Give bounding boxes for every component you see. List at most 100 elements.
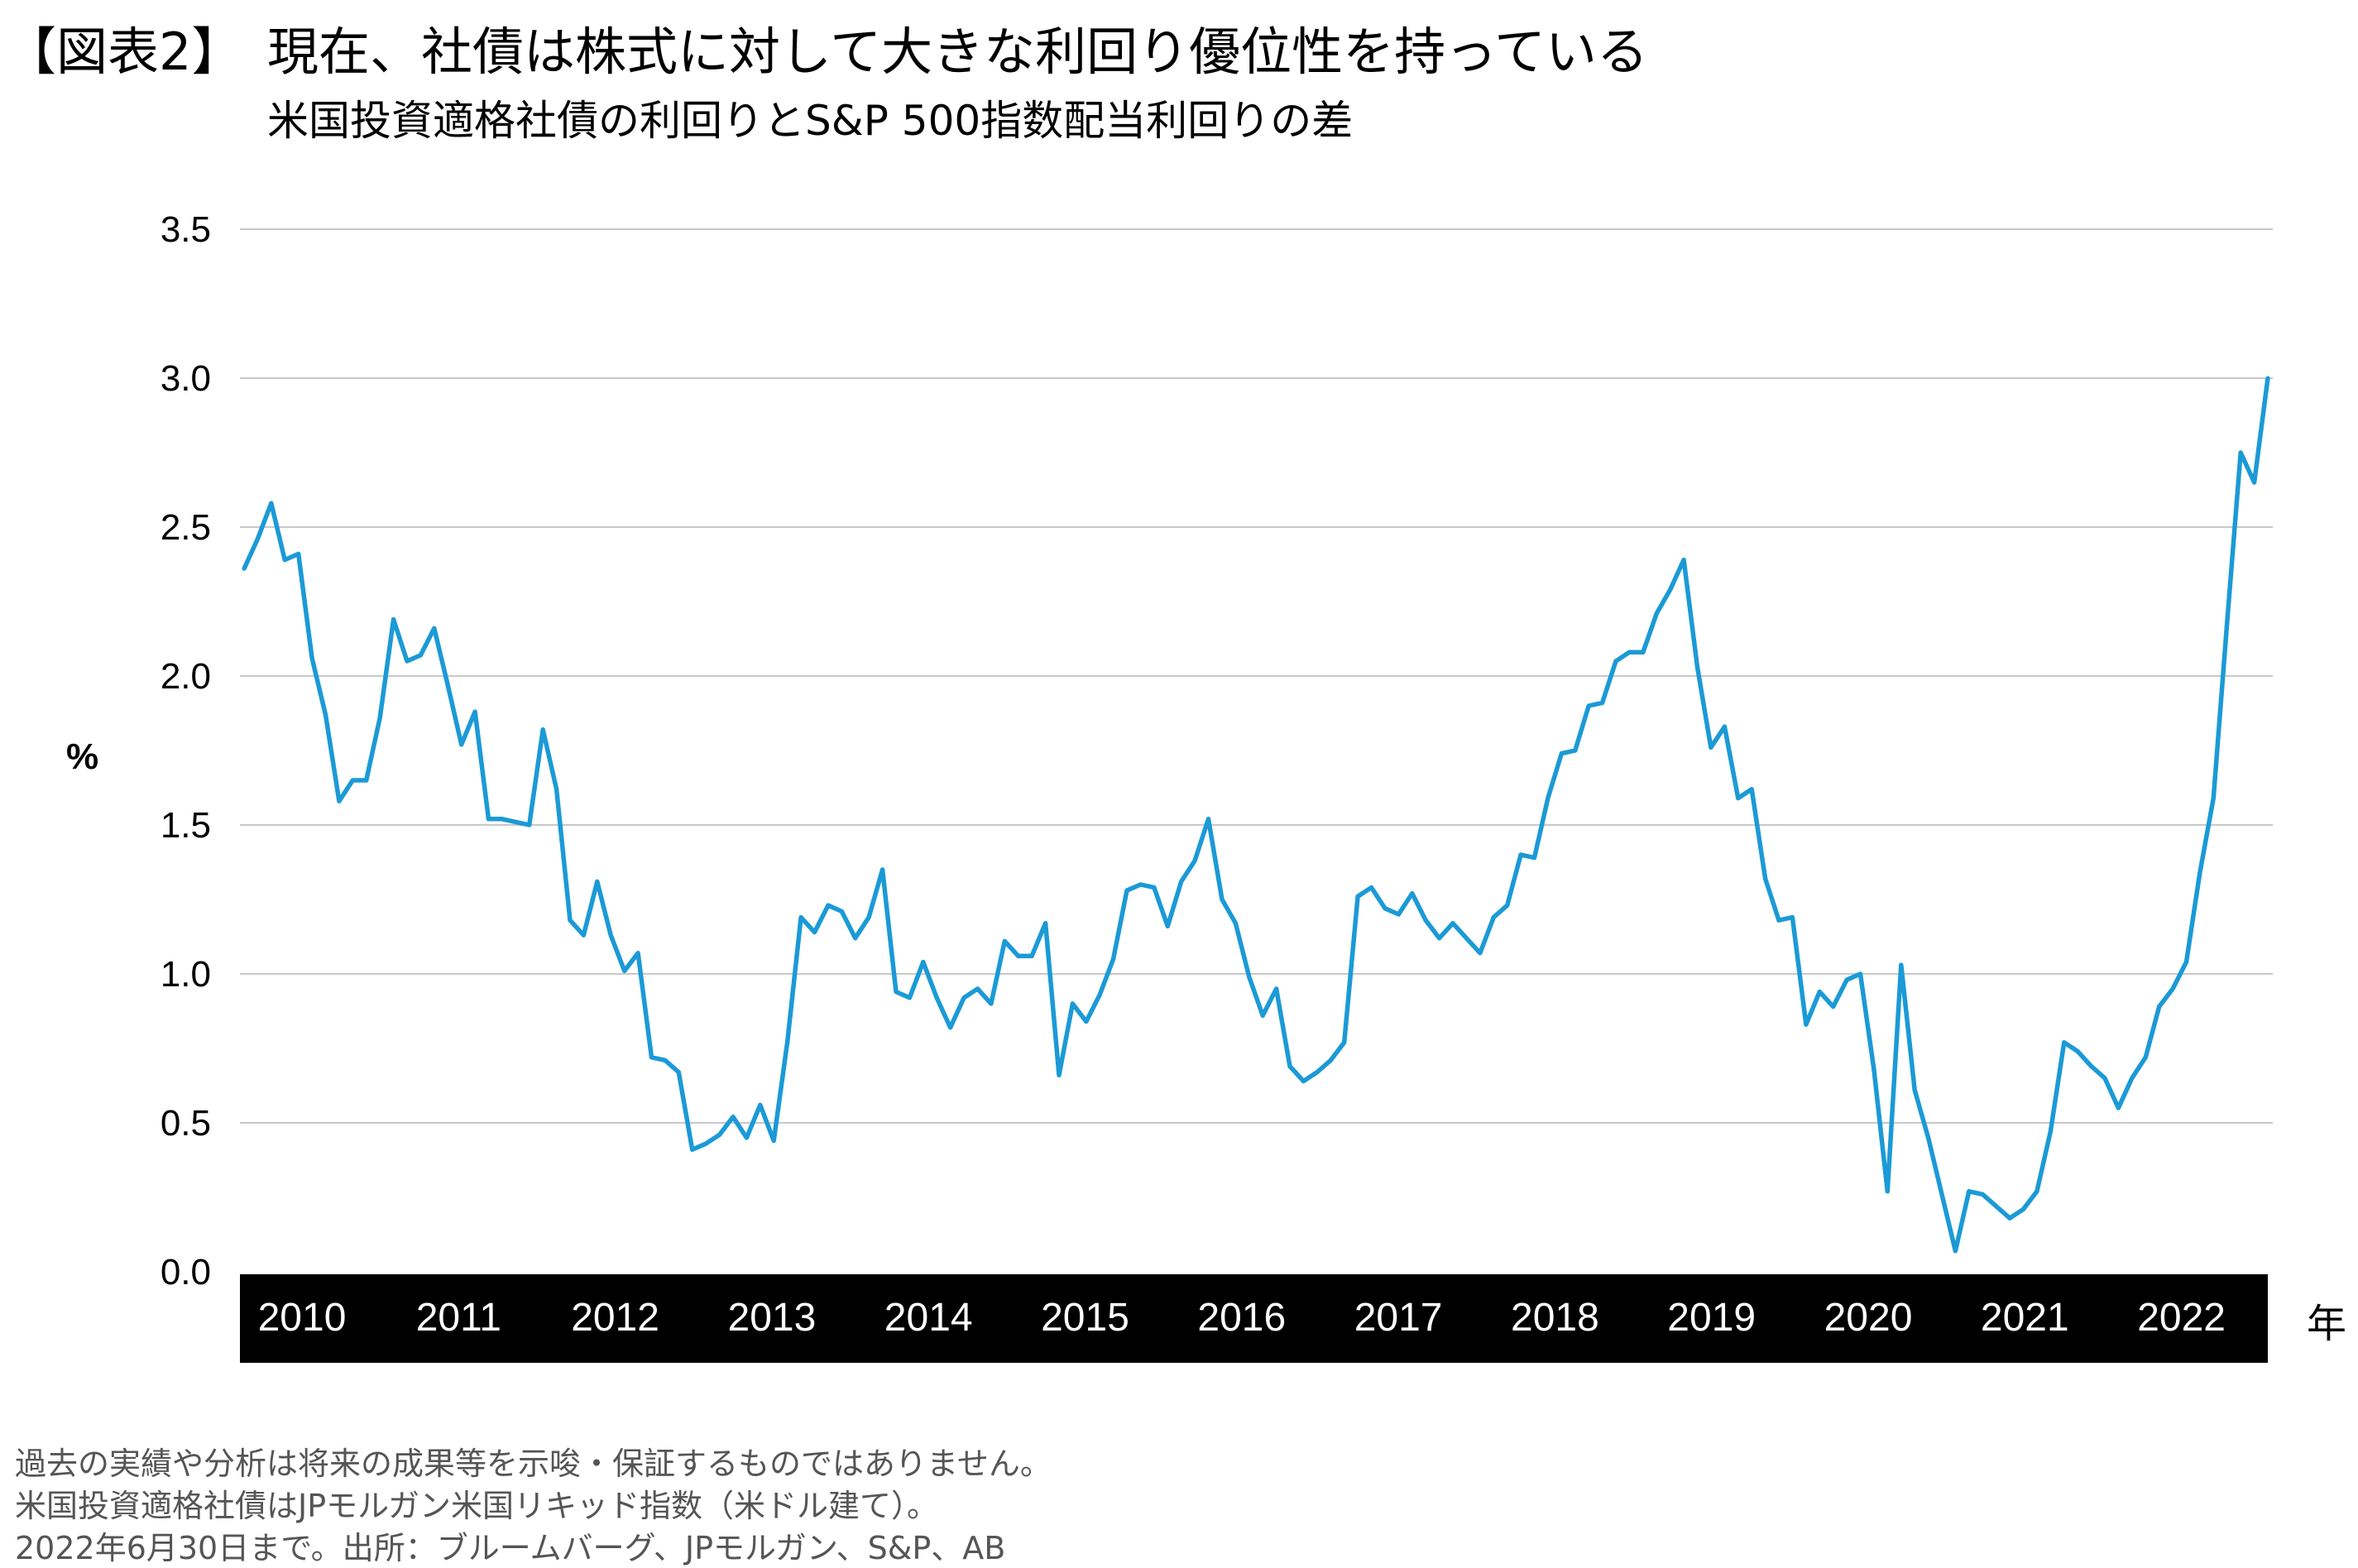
data-point [2130, 1076, 2135, 1081]
footnote-source: 2022年6月30日まで。出所：ブルームバーグ、JPモルガン、S&P、AB [15, 1530, 1006, 1566]
chart-title: 現在、社債は株式に対して大きな利回り優位性を持っている [267, 22, 1649, 82]
data-point [744, 1135, 749, 1140]
data-point [2034, 1189, 2039, 1194]
data-point [581, 933, 586, 937]
data-point [622, 968, 627, 973]
data-point [1749, 787, 1754, 792]
data-point [948, 1025, 953, 1030]
x-tick-label: 2019 [1667, 1296, 1756, 1340]
data-point [1450, 921, 1455, 926]
data-point [676, 1070, 681, 1075]
y-tick-label: 1.5 [161, 805, 211, 846]
data-point [1165, 923, 1170, 928]
x-axis-unit: 年 [2307, 1301, 2347, 1347]
data-point [1301, 1079, 1306, 1084]
data-point [269, 501, 274, 506]
figure-label: 【図表2】 [5, 22, 243, 82]
data-point [866, 915, 871, 920]
data-point [1532, 856, 1537, 861]
data-point [1763, 876, 1768, 881]
footnote-disclaimer: 過去の実績や分析は将来の成果等を示唆・保証するものではありません。 [15, 1446, 1052, 1482]
data-point [418, 653, 423, 658]
x-tick-label: 2018 [1511, 1296, 1599, 1340]
footnote-index: 米国投資適格社債はJPモルガン米国リキッド指数（米ドル建て）。 [15, 1488, 938, 1524]
y-tick-label: 0.0 [161, 1252, 211, 1292]
x-tick-label: 2014 [884, 1296, 973, 1340]
chart-subtitle: 米国投資適格社債の利回りとS&P 500指数配当利回りの差 [267, 97, 1354, 145]
data-point [758, 1102, 763, 1107]
data-point [1274, 986, 1279, 991]
data-point [2265, 376, 2270, 381]
data-point [2225, 620, 2230, 625]
x-tick-label: 2011 [416, 1296, 501, 1340]
data-point [1899, 962, 1904, 967]
data-point [1776, 918, 1781, 923]
x-tick-label: 2022 [2137, 1296, 2226, 1340]
data-point [880, 867, 885, 872]
data-point [1559, 751, 1564, 756]
data-point [1315, 1070, 1320, 1075]
data-point [1410, 891, 1415, 896]
data-point [1206, 817, 1211, 822]
data-point [282, 558, 287, 563]
data-point [255, 536, 260, 541]
x-tick-label: 2013 [728, 1296, 817, 1340]
data-point [364, 778, 369, 783]
data-point [1926, 1135, 1931, 1140]
data-point [635, 951, 640, 956]
x-tick-label: 2020 [1824, 1296, 1913, 1340]
data-point [1152, 885, 1157, 890]
data-point [921, 960, 926, 965]
data-point [975, 986, 980, 991]
data-point [2238, 450, 2243, 455]
data-point [540, 727, 545, 732]
data-point [1233, 921, 1238, 926]
data-point [1967, 1189, 1972, 1194]
data-point [1695, 664, 1700, 669]
data-point [1437, 936, 1442, 941]
x-tick-label: 2012 [571, 1296, 659, 1340]
data-point [445, 683, 450, 688]
data-point [1885, 1189, 1890, 1194]
data-point [2007, 1216, 2012, 1220]
data-point [1722, 724, 1727, 729]
data-point [853, 936, 858, 941]
x-tick-label: 2017 [1354, 1296, 1443, 1340]
data-point [2116, 1105, 2121, 1110]
data-point [2211, 796, 2216, 801]
data-point [1002, 938, 1007, 943]
data-point [703, 1141, 708, 1146]
data-point [1464, 936, 1469, 941]
data-point [459, 742, 464, 747]
data-point [2075, 1049, 2080, 1054]
x-tick-label: 2015 [1041, 1296, 1129, 1340]
data-point [690, 1147, 695, 1152]
data-point [377, 715, 382, 720]
data-point [1613, 659, 1618, 664]
data-point [1423, 918, 1428, 923]
x-tick-label: 2010 [258, 1296, 347, 1340]
data-point [242, 566, 247, 571]
data-point [826, 903, 831, 908]
data-point [1192, 858, 1197, 863]
data-point [2048, 1129, 2053, 1134]
data-point [1600, 700, 1605, 705]
data-point [1124, 888, 1129, 893]
data-point [1491, 915, 1496, 920]
data-point [989, 1001, 994, 1006]
data-point [527, 822, 532, 827]
data-point [1342, 1040, 1347, 1045]
y-tick-label: 1.0 [161, 954, 211, 995]
data-point [1355, 894, 1360, 899]
series-line [242, 377, 2270, 1254]
data-point [337, 798, 342, 803]
data-point [1383, 906, 1387, 911]
data-point [1872, 1067, 1876, 1072]
data-point [1627, 650, 1632, 655]
data-point [350, 778, 355, 783]
data-point [296, 551, 301, 556]
y-axis-label: % [66, 736, 99, 777]
data-point [2021, 1206, 2026, 1211]
x-tick-label: 2021 [1981, 1296, 2069, 1340]
